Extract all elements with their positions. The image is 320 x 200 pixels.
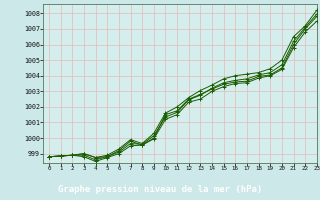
Text: Graphe pression niveau de la mer (hPa): Graphe pression niveau de la mer (hPa) [58, 185, 262, 194]
